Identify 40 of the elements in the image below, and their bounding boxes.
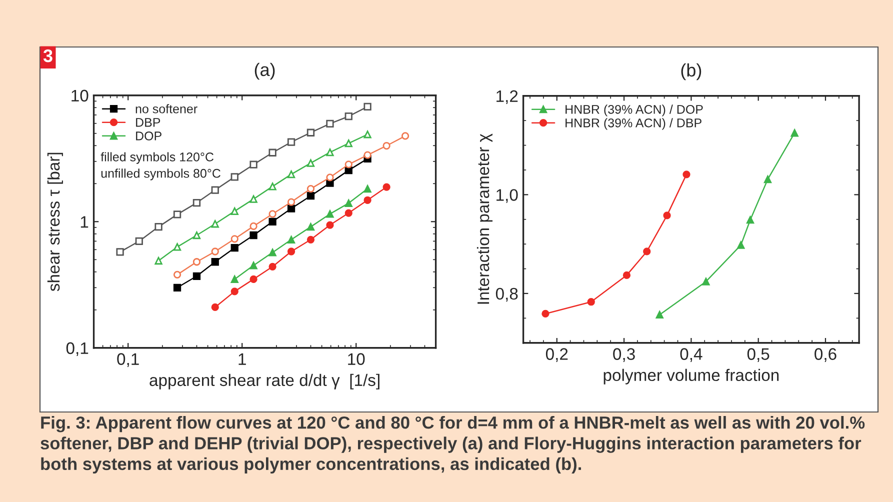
y-tick-label: 1 (80, 216, 88, 228)
legend-label: DBP (136, 118, 160, 127)
caption: Fig. 3: Apparent flow curves at 120 °C and 80 °C for d=4 mm of a HNBR-melt as well as with 20 vol.% softener, DBP and DEHP (trivial DOP), respectively (a) and Flory-Huggins interaction parameters for both systems at various polymer concentrations, as indicated (b). (40, 416, 865, 474)
point (682, 170, 690, 178)
y-tick-label: 10 (72, 90, 88, 102)
y-axis-title: Interaction parameter χ (476, 134, 492, 304)
legend-label: HNBR (39% ACN) / DBP (566, 118, 702, 130)
point (656, 310, 664, 319)
x-tick-label: 0,6 (814, 348, 836, 362)
legend-label: HNBR (39% ACN) / DOP (566, 104, 703, 116)
annotation: filled symbols 120°C (100, 152, 214, 164)
y-tick-label: 0,8 (496, 288, 518, 302)
point (737, 241, 745, 249)
point (663, 212, 671, 220)
point (746, 216, 754, 224)
x-tick-label: 10 (348, 353, 365, 365)
point (702, 278, 710, 286)
point (790, 129, 798, 137)
y-axis-title: shear stress τ [bar] (47, 152, 63, 292)
x-tick-label: 0,3 (613, 348, 635, 362)
legend-label: no softener (136, 104, 198, 114)
x-tick-label: 0,4 (680, 348, 702, 362)
y-tick-label: 1,2 (496, 90, 518, 104)
x-tick-label: 0,1 (117, 353, 139, 367)
text: 3 (43, 49, 52, 62)
x-tick-label: 0,2 (546, 348, 568, 362)
chart-title: (b) (681, 63, 702, 80)
point (764, 176, 772, 184)
point (542, 310, 550, 318)
point (643, 248, 651, 256)
x-axis-title: polymer volume fraction (604, 368, 779, 384)
x-tick-label: 1 (238, 353, 246, 365)
chart-title: (a) (254, 62, 275, 80)
legend-label: DOP (136, 132, 162, 140)
annotation: unfilled symbols 80°C (101, 168, 220, 180)
x-tick-label: 0,5 (747, 348, 770, 362)
y-tick-label: 1,0 (496, 189, 518, 203)
x-axis-title: apparent shear rate d/dt γ [1/s] (150, 374, 380, 390)
point (622, 271, 631, 280)
point (587, 298, 595, 306)
